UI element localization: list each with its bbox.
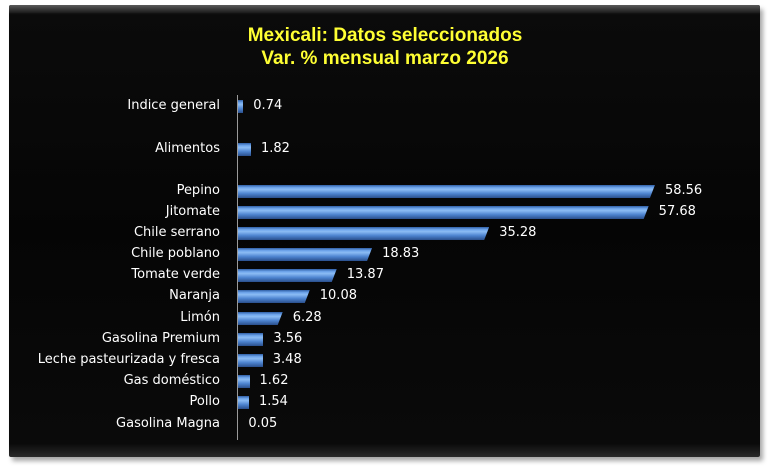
- bar: [238, 333, 264, 346]
- bar: [238, 396, 249, 409]
- category-axis-line: [237, 95, 238, 440]
- bar: [238, 227, 489, 240]
- bar: [238, 312, 283, 325]
- value-label: 13.87: [346, 267, 384, 282]
- bar: [238, 290, 310, 303]
- bar: [238, 269, 337, 282]
- value-label: 0.74: [253, 98, 283, 113]
- chart-title: Mexicali: Datos seleccionados: [247, 25, 523, 46]
- value-label: 18.83: [382, 246, 420, 261]
- category-label: Gasolina Premium: [101, 331, 220, 346]
- bar: [238, 143, 251, 156]
- category-label: Pepino: [176, 183, 220, 198]
- category-label: Gasolina Magna: [116, 416, 220, 431]
- category-label: Tomate verde: [131, 267, 220, 282]
- value-label: 0.05: [248, 416, 278, 431]
- value-label: 3.48: [272, 352, 302, 367]
- bar: [238, 375, 250, 388]
- value-label: 1.62: [259, 373, 289, 388]
- category-label: Chile poblano: [131, 246, 220, 261]
- category-label: Alimentos: [155, 141, 220, 156]
- category-label: Chile serrano: [133, 225, 220, 240]
- value-label: 35.28: [499, 225, 537, 240]
- bar: [238, 206, 649, 219]
- category-label: Gas doméstico: [123, 373, 220, 388]
- bar: [238, 185, 655, 198]
- value-label: 6.28: [292, 310, 322, 325]
- value-label: 58.56: [664, 183, 703, 198]
- bar: [238, 248, 372, 261]
- category-label: Leche pasteurizada y fresca: [37, 352, 220, 367]
- category-label: Naranja: [169, 288, 220, 303]
- category-label: Pollo: [189, 394, 220, 409]
- value-label: 57.68: [658, 204, 696, 219]
- bar: [238, 100, 244, 113]
- category-label: Jitomate: [165, 204, 220, 219]
- value-label: 3.56: [273, 331, 303, 346]
- chart-subtitle: Var. % mensual marzo 2026: [261, 48, 509, 69]
- category-label: Indice general: [127, 98, 220, 113]
- value-label: 1.82: [260, 141, 290, 156]
- value-label: 10.08: [319, 288, 357, 303]
- bar: [238, 354, 263, 367]
- category-label: Limón: [180, 310, 220, 325]
- value-label: 1.54: [258, 394, 288, 409]
